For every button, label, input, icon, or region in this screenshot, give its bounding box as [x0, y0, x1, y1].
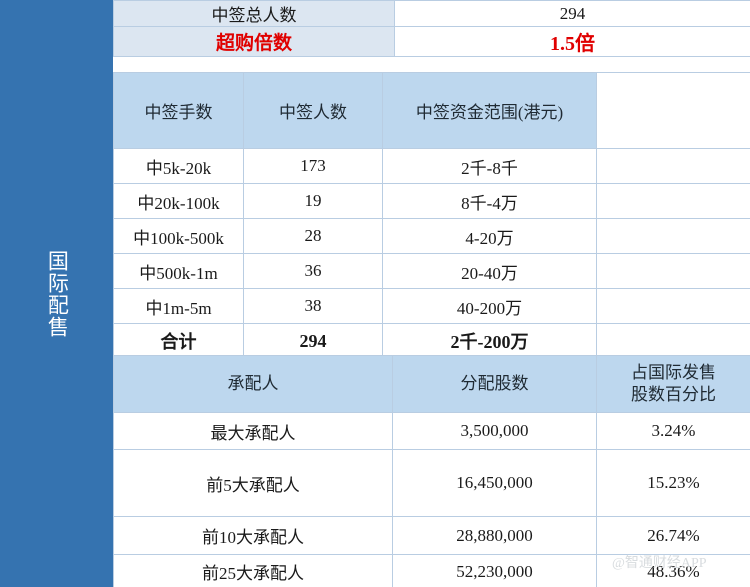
cell-spare — [596, 288, 750, 324]
cell-spare — [596, 183, 750, 219]
summary-value-total-winners: 294 — [394, 0, 750, 27]
cell-underwriter-name: 前5大承配人 — [113, 449, 393, 517]
cell-underwriter-name: 前10大承配人 — [113, 516, 393, 555]
table-row: 中1m-5m 38 40-200万 — [113, 288, 750, 324]
cell-allocated-shares: 16,450,000 — [392, 449, 597, 517]
cell-spare — [596, 148, 750, 184]
table-row: 中100k-500k 28 4-20万 — [113, 218, 750, 254]
table-total-row: 合计 294 2千-200万 — [113, 323, 750, 359]
cell-lots: 中1m-5m — [113, 288, 244, 324]
cell-lots: 中100k-500k — [113, 218, 244, 254]
cell-allocated-shares: 3,500,000 — [392, 412, 597, 450]
cell-spare — [596, 323, 750, 359]
section-band-label: 国际配售 — [45, 249, 70, 338]
cell-total-amount-range: 2千-200万 — [382, 323, 597, 359]
section-band-international-placing: 国际配售 — [0, 0, 113, 587]
table-row: 前25大承配人 52,230,000 48.36% — [113, 554, 750, 587]
cell-amount-range: 40-200万 — [382, 288, 597, 324]
table-row: 中5k-20k 173 2千-8千 — [113, 148, 750, 184]
underwriter-allocation-table: 承配人 分配股数 占国际发售 股数百分比 最大承配人 3,500,000 3.2… — [113, 355, 750, 587]
column-header-percent-of-international-offer: 占国际发售 股数百分比 — [596, 355, 750, 413]
column-header-allocated-shares: 分配股数 — [392, 355, 597, 413]
cell-lots: 中5k-20k — [113, 148, 244, 184]
table-header-row: 中签手数 中签人数 中签资金范围(港元) — [113, 72, 750, 149]
cell-spare — [596, 218, 750, 254]
cell-lots: 中20k-100k — [113, 183, 244, 219]
column-header-amount-range: 中签资金范围(港元) — [382, 72, 597, 149]
cell-percent: 15.23% — [596, 449, 750, 517]
summary-label-oversubscription: 超购倍数 — [113, 26, 395, 57]
column-header-percent-line1: 占国际发售 — [631, 363, 716, 383]
table-row: 前5大承配人 16,450,000 15.23% — [113, 449, 750, 517]
cell-spare — [596, 253, 750, 289]
column-header-lots: 中签手数 — [113, 72, 244, 149]
cell-total-label: 合计 — [113, 323, 244, 359]
table-row: 超购倍数 1.5倍 — [113, 26, 750, 57]
cell-people: 28 — [243, 218, 383, 254]
summary-value-oversubscription: 1.5倍 — [394, 26, 750, 57]
cell-underwriter-name: 前25大承配人 — [113, 554, 393, 587]
summary-label-total-winners: 中签总人数 — [113, 0, 395, 27]
cell-amount-range: 2千-8千 — [382, 148, 597, 184]
column-header-people: 中签人数 — [243, 72, 383, 149]
table-row: 中20k-100k 19 8千-4万 — [113, 183, 750, 219]
cell-lots: 中500k-1m — [113, 253, 244, 289]
column-header-spare — [596, 72, 750, 149]
cell-allocated-shares: 52,230,000 — [392, 554, 597, 587]
cell-people: 36 — [243, 253, 383, 289]
cell-percent: 3.24% — [596, 412, 750, 450]
summary-table: 中签总人数 294 超购倍数 1.5倍 — [113, 0, 750, 57]
cell-total-people: 294 — [243, 323, 383, 359]
table-header-row: 承配人 分配股数 占国际发售 股数百分比 — [113, 355, 750, 413]
cell-people: 19 — [243, 183, 383, 219]
column-header-underwriter: 承配人 — [113, 355, 393, 413]
cell-people: 38 — [243, 288, 383, 324]
cell-percent: 48.36% — [596, 554, 750, 587]
cell-amount-range: 20-40万 — [382, 253, 597, 289]
cell-amount-range: 8千-4万 — [382, 183, 597, 219]
cell-people: 173 — [243, 148, 383, 184]
table-row: 中签总人数 294 — [113, 0, 750, 27]
cell-underwriter-name: 最大承配人 — [113, 412, 393, 450]
cell-allocated-shares: 28,880,000 — [392, 516, 597, 555]
table-row: 中500k-1m 36 20-40万 — [113, 253, 750, 289]
lots-distribution-table: 中签手数 中签人数 中签资金范围(港元) 中5k-20k 173 2千-8千 中… — [113, 72, 750, 359]
cell-amount-range: 4-20万 — [382, 218, 597, 254]
table-row: 最大承配人 3,500,000 3.24% — [113, 412, 750, 450]
cell-percent: 26.74% — [596, 516, 750, 555]
column-header-percent-line2: 股数百分比 — [631, 385, 716, 404]
table-row: 前10大承配人 28,880,000 26.74% — [113, 516, 750, 555]
